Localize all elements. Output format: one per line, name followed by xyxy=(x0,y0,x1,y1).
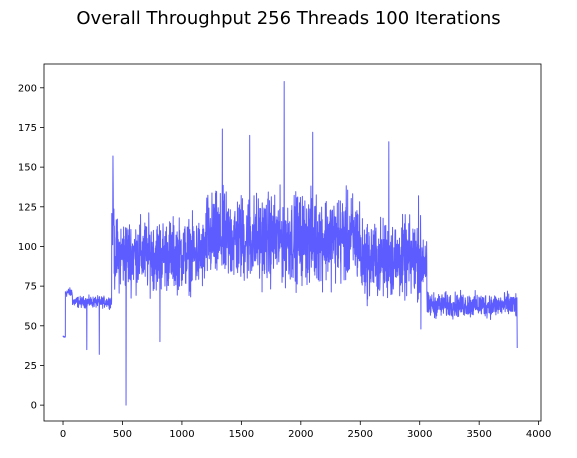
y-tick-label: 25 xyxy=(24,361,37,372)
chart-title: Overall Throughput 256 Threads 100 Itera… xyxy=(76,8,501,29)
x-axis-ticks: 0 500 1000 1500 2000 2500 3000 3500 4000 xyxy=(60,421,551,440)
y-tick-label: 100 xyxy=(18,242,37,253)
x-tick-label: 500 xyxy=(113,429,132,440)
y-tick-label: 50 xyxy=(24,321,37,332)
x-tick-label: 0 xyxy=(60,429,66,440)
y-axis-ticks: 0 25 50 75 100 125 150 175 200 xyxy=(18,83,44,412)
y-tick-label: 125 xyxy=(18,202,37,213)
y-tick-label: 0 xyxy=(31,401,37,412)
y-tick-label: 75 xyxy=(24,282,37,293)
x-tick-label: 4000 xyxy=(526,429,551,440)
y-tick-label: 200 xyxy=(18,83,37,94)
x-tick-label: 3000 xyxy=(407,429,432,440)
x-tick-label: 2500 xyxy=(348,429,373,440)
series-group xyxy=(62,80,518,406)
y-tick-label: 150 xyxy=(18,163,37,174)
y-tick-label: 175 xyxy=(18,123,37,134)
x-tick-label: 2000 xyxy=(288,429,313,440)
series-line xyxy=(62,80,518,406)
x-tick-label: 1000 xyxy=(169,429,194,440)
x-tick-label: 1500 xyxy=(229,429,254,440)
x-tick-label: 3500 xyxy=(466,429,491,440)
plot-frame xyxy=(43,63,542,422)
